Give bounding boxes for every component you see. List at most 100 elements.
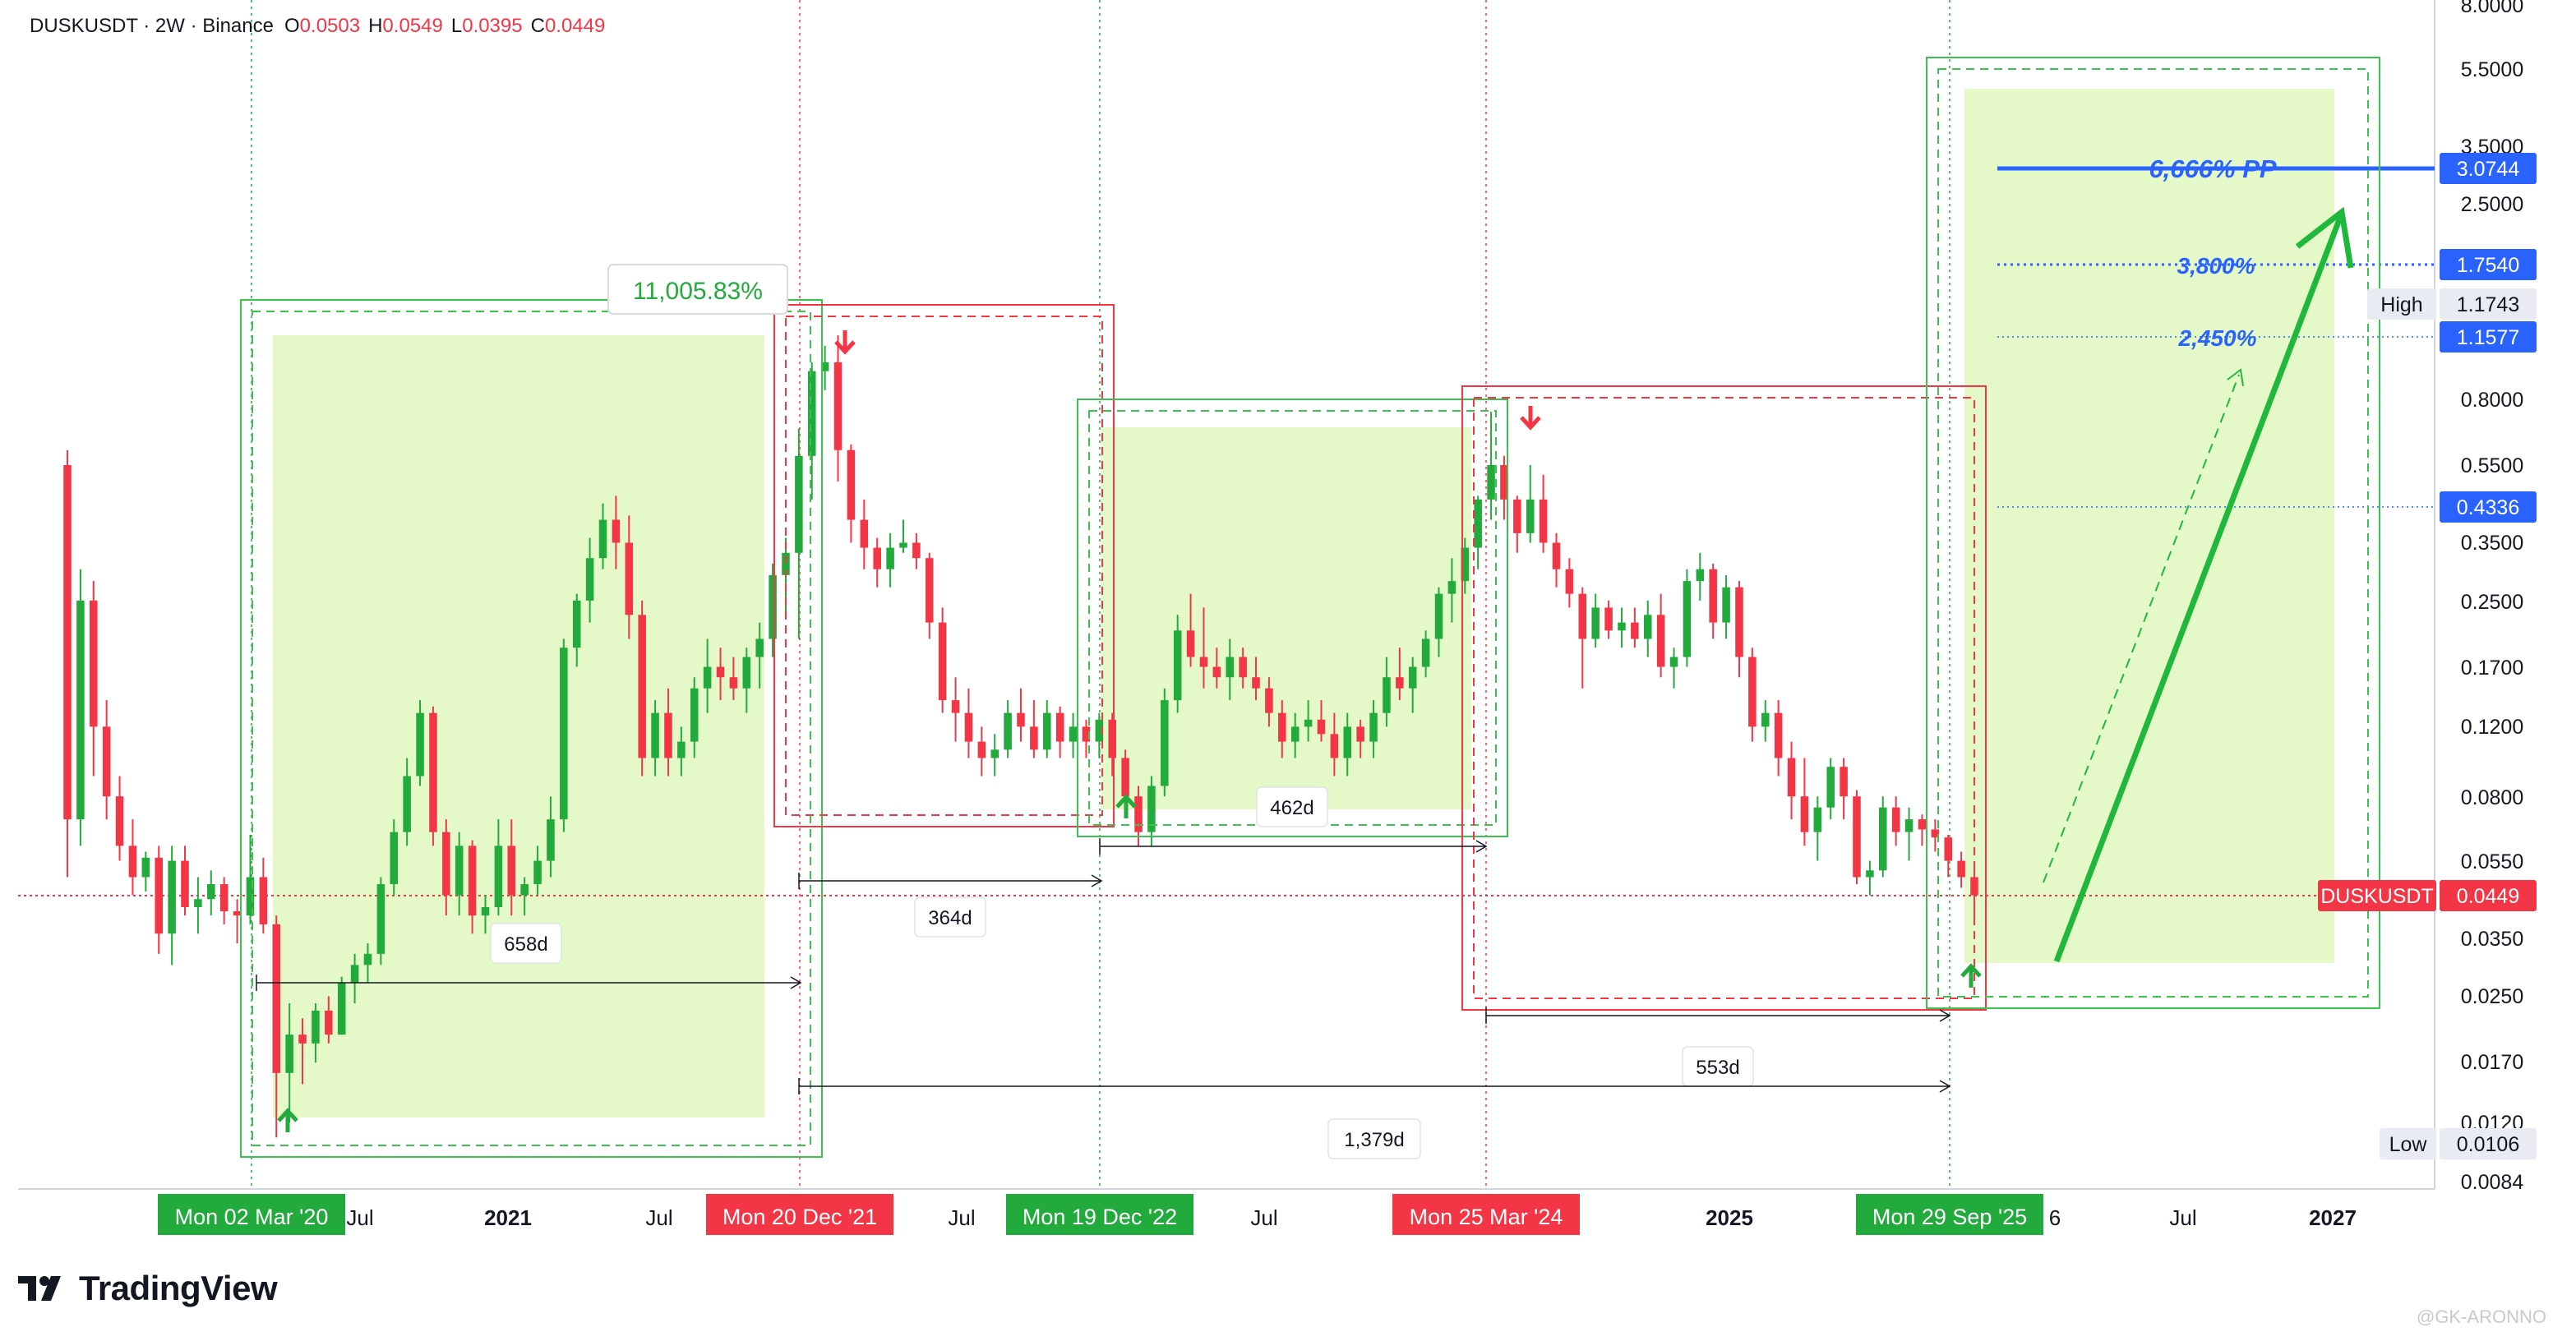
price-tag-box-6 [2440, 1128, 2537, 1159]
candle-body [194, 899, 202, 907]
price-tick-label: 0.0350 [2461, 928, 2523, 951]
price-tick-label: 0.8000 [2461, 389, 2523, 412]
candle-body [272, 924, 281, 1073]
price-tag-value-5: 0.0449 [2457, 885, 2519, 908]
date-tag-label-2: Mon 19 Dec '22 [1023, 1205, 1177, 1229]
candle-body [1526, 499, 1535, 533]
candle-body [729, 677, 738, 689]
price-tag-box-4 [2440, 491, 2537, 523]
candle-body [1199, 657, 1208, 667]
price-tag-value-2: 1.1743 [2457, 293, 2519, 316]
candle-body [1643, 615, 1652, 639]
price-tag-box-5 [2440, 880, 2537, 911]
candle-body [1278, 712, 1286, 742]
candle-body [833, 362, 843, 450]
zone-fill-2 [1101, 427, 1471, 809]
candle-body [912, 542, 921, 559]
candle-body [1709, 569, 1717, 623]
candle-body [207, 884, 215, 900]
price-tick-label: 0.0250 [2461, 985, 2523, 1008]
candle-body [1774, 712, 1783, 758]
ruler-label-2: 462d [1270, 797, 1313, 819]
candle-body [1944, 837, 1952, 861]
date-tag-label-4: Mon 29 Sep '25 [1872, 1205, 2027, 1229]
close-value: 0.0449 [545, 15, 605, 37]
price-tag-prefix-5: DUSKUSDT [2320, 885, 2434, 908]
candle-body [1552, 542, 1561, 569]
candle-body [1161, 700, 1169, 786]
time-tick-label: Jul [2169, 1205, 2196, 1230]
candle-body [429, 712, 437, 832]
candle-body [1604, 607, 1613, 631]
candle-body [1356, 726, 1364, 742]
candle-body [1043, 712, 1051, 750]
projection-arrow-dashed [2043, 368, 2244, 883]
signal-arrows [277, 330, 1982, 1132]
time-tick-label: Jul [948, 1205, 975, 1230]
open-label: O [284, 15, 300, 37]
candle-body [560, 647, 568, 820]
price-tick-label: 2.5000 [2461, 193, 2523, 216]
sell-signal-head-0 [834, 340, 856, 355]
candle-body [507, 846, 516, 896]
candle-body [1853, 796, 1861, 878]
price-tick-label: 0.1700 [2461, 657, 2523, 680]
candle-body [1513, 499, 1521, 533]
candle-body [1474, 499, 1482, 548]
candle-body [115, 796, 124, 846]
price-tick-label: 8.0000 [2461, 0, 2523, 17]
candle-body [1239, 657, 1247, 678]
price-tags: 3.0744 1.7540 1.1743 High 1.1577 0.4336 0.0449… [2318, 153, 2537, 1159]
date-tag-box-0 [158, 1194, 345, 1235]
candle-body [63, 464, 72, 820]
candle-body [926, 558, 934, 623]
tradingview-wordmark: TradingView [79, 1269, 278, 1307]
ruler-arrowhead-0 [790, 976, 802, 989]
candle-body [533, 860, 542, 885]
candle-body [1082, 726, 1091, 742]
candle-body [325, 1010, 333, 1035]
candle-body [1290, 726, 1300, 742]
price-tag-prefix-box-6 [2380, 1128, 2436, 1159]
duration-rulers: 658d 364d 462d 553d 1,379d [256, 786, 1951, 1159]
candle-body [337, 983, 346, 1035]
candle-body [416, 712, 424, 776]
candle-body [233, 911, 242, 916]
zone-border-0 [240, 299, 823, 1158]
candle-body [1931, 829, 1940, 838]
price-tick-label: 0.0550 [2461, 850, 2523, 873]
zone-border-1 [773, 304, 1115, 827]
candle-body [585, 558, 594, 601]
candle-body [1304, 719, 1313, 727]
event-lines [251, 0, 1950, 1189]
price-tick-label: 0.2500 [2461, 591, 2523, 614]
price-tag-box-0 [2440, 153, 2537, 184]
tradingview-brand[interactable]: TradingView [18, 1269, 278, 1308]
candle-body [1396, 677, 1404, 689]
buy-signal-head-1 [1115, 794, 1137, 809]
price-tag-prefix-box-5 [2318, 880, 2436, 911]
zone-inner-border-1 [785, 316, 1103, 816]
candle-body [977, 741, 986, 758]
candle-body [1408, 666, 1417, 689]
candle-body [612, 519, 621, 543]
candle-body [1317, 719, 1326, 735]
candle-body [1656, 615, 1665, 667]
candle-body [1904, 819, 1914, 832]
price-tick-label: 0.0800 [2461, 786, 2523, 809]
candles [63, 335, 1978, 1138]
candle-body [1957, 860, 1965, 878]
price-tag-box-3 [2440, 321, 2537, 353]
date-tag-box-3 [1392, 1194, 1580, 1235]
candle-body [807, 371, 816, 456]
candle-body [1330, 734, 1339, 758]
candle-body [494, 846, 503, 907]
ruler-arrowhead-3 [1939, 1009, 1951, 1022]
candle-body [860, 519, 869, 548]
candle-body [1800, 796, 1809, 832]
candle-body [1030, 726, 1038, 750]
candle-body [1748, 657, 1757, 727]
candle-body [1004, 712, 1012, 750]
time-tick-label: Jul [346, 1205, 373, 1230]
